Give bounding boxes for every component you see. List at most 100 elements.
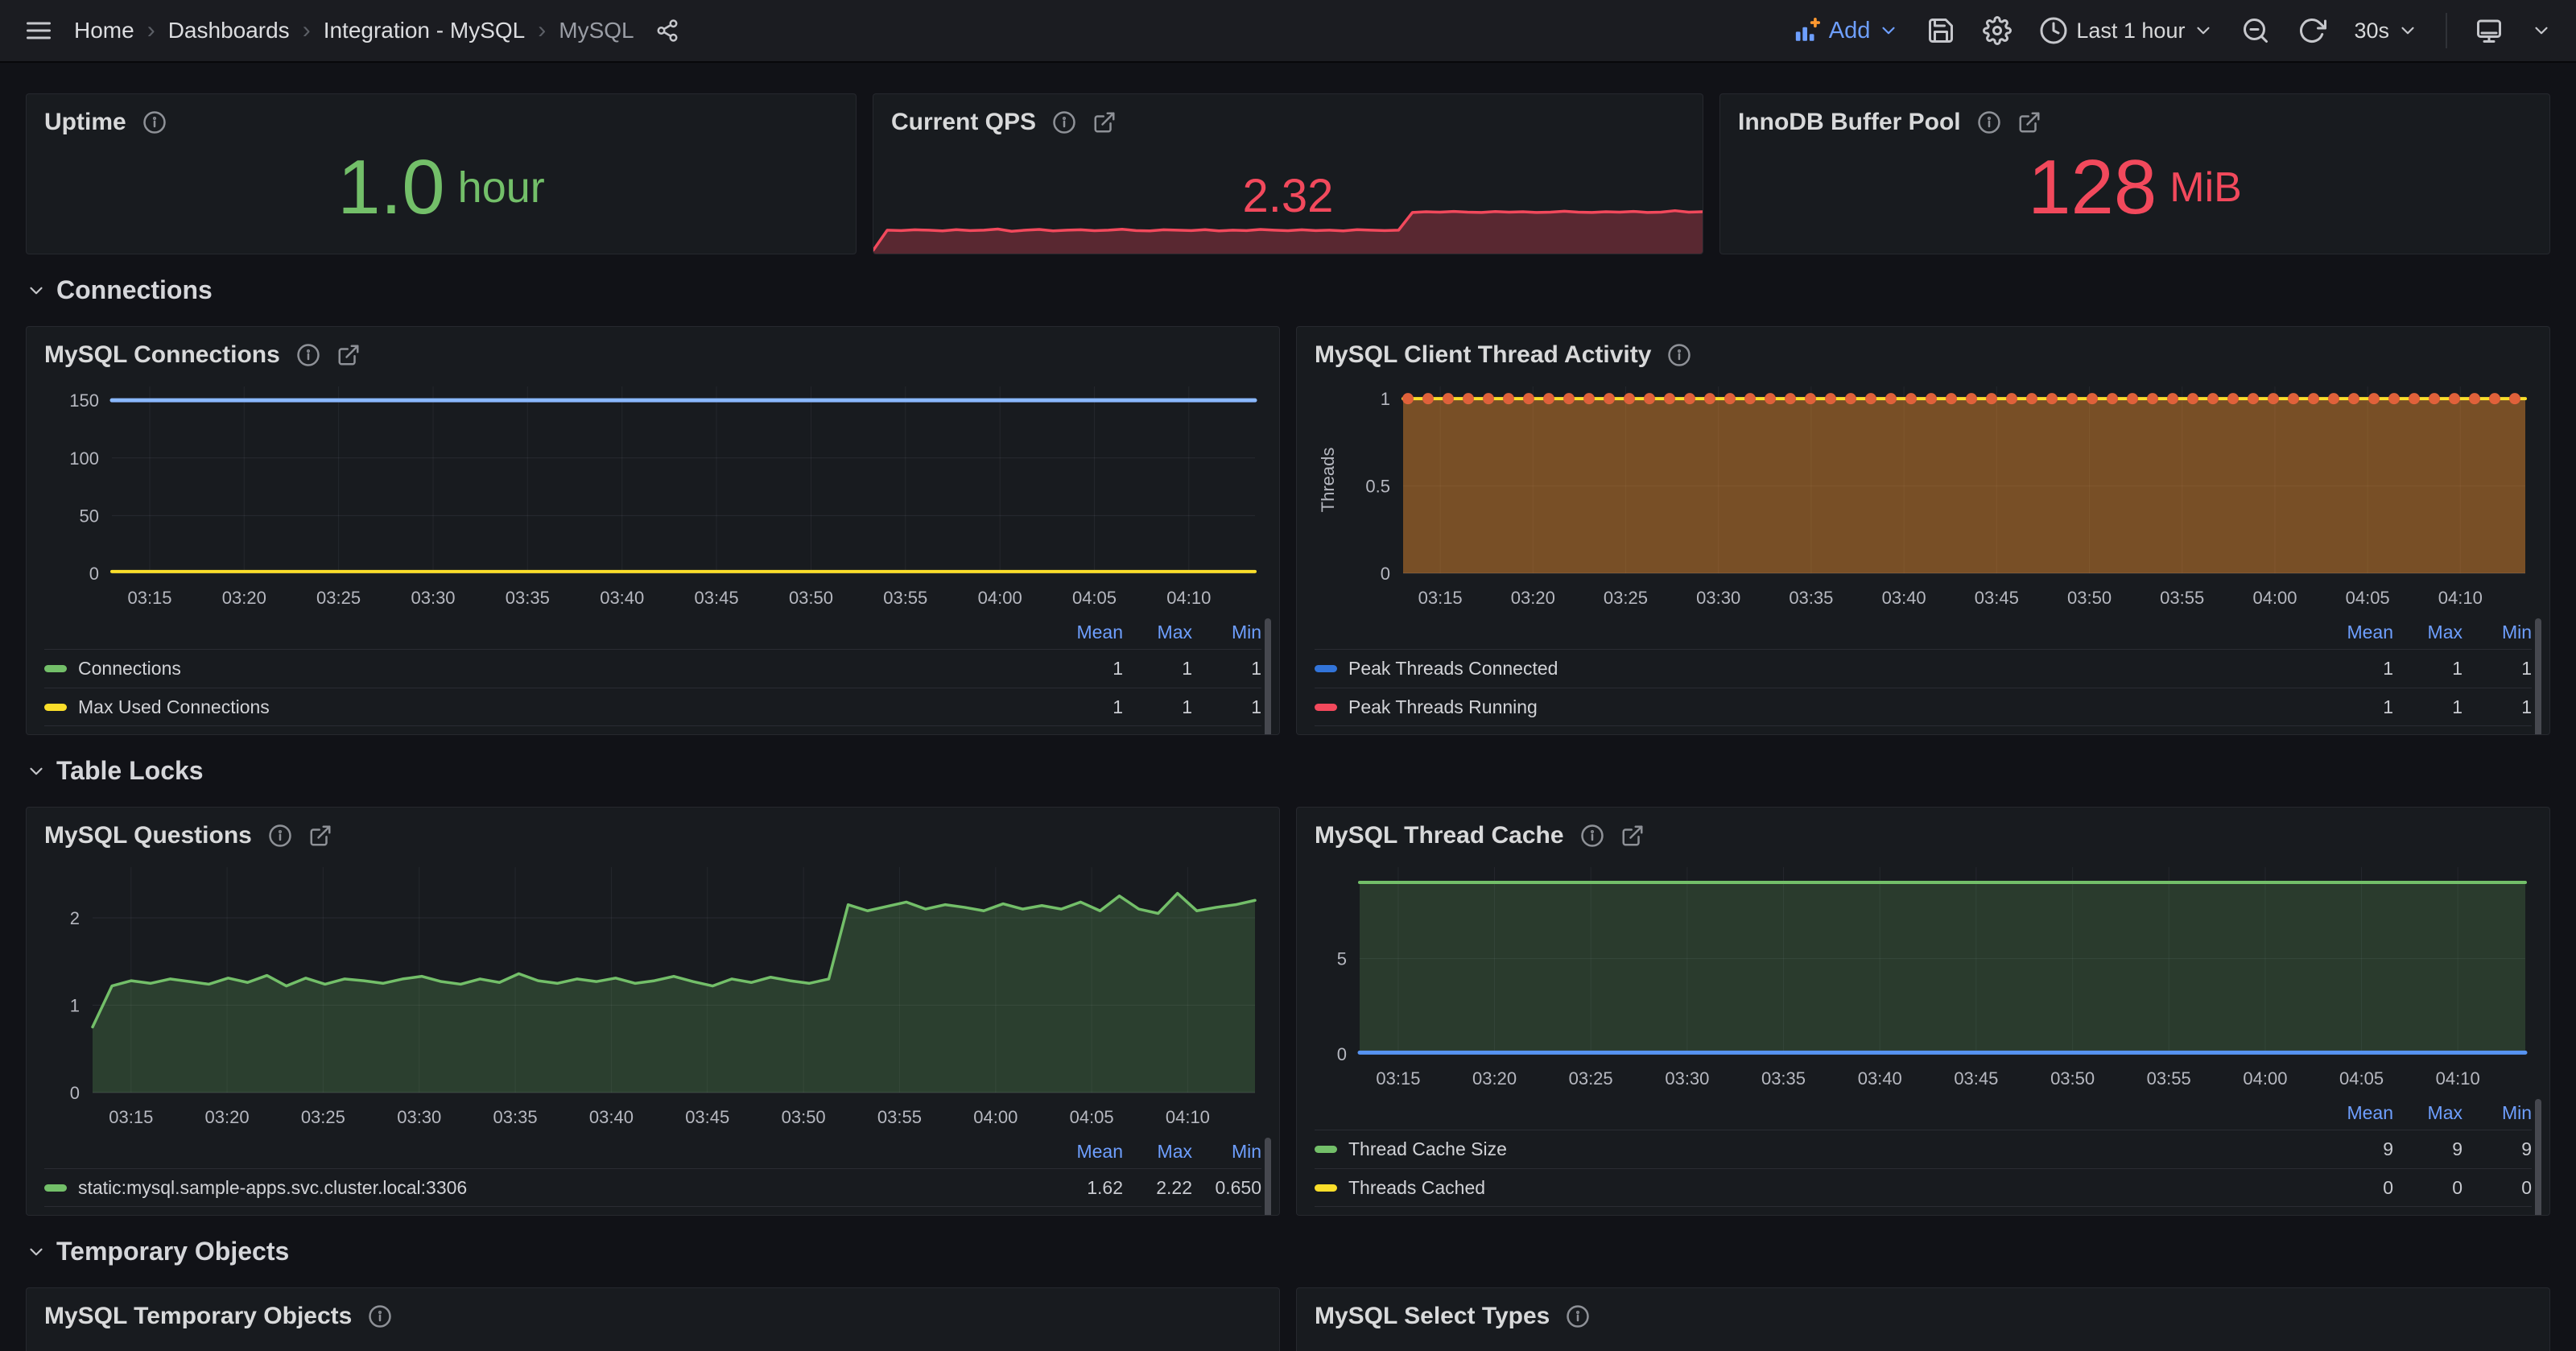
zoom-out-time-button[interactable]	[2241, 16, 2270, 45]
legend-row-connections[interactable]: Connections 1 1 1	[44, 649, 1261, 688]
section-table-locks[interactable]: Table Locks	[26, 756, 2550, 786]
external-link-icon[interactable]	[1620, 824, 1645, 848]
panel-mysql-temporary-objects: MySQL Temporary Objects	[26, 1287, 1280, 1351]
topbar-collapse-button[interactable]	[2531, 20, 2552, 41]
panel-mysql-thread-cache: MySQL Thread Cache 0 5 03:15 03:20 03:25 03:3…	[1296, 807, 2550, 1216]
save-dashboard-button[interactable]	[1926, 16, 1955, 45]
legend-sort-max[interactable]: Max	[2427, 621, 2462, 642]
info-icon[interactable]	[368, 1304, 392, 1328]
panel-title[interactable]: MySQL Temporary Objects	[44, 1303, 353, 1329]
info-icon[interactable]	[1566, 1304, 1590, 1328]
chevron-down-icon	[26, 1242, 47, 1262]
legend-row-peak-threads-running[interactable]: Peak Threads Running 1 1 1	[1315, 688, 2532, 726]
breadcrumb-integration-mysql[interactable]: Integration - MySQL	[323, 18, 526, 43]
svg-text:03:30: 03:30	[411, 588, 455, 608]
legend-sort-min[interactable]: Min	[1231, 1140, 1261, 1162]
panel-title[interactable]: MySQL Thread Cache	[1315, 822, 1564, 849]
info-icon[interactable]	[268, 824, 292, 848]
svg-text:03:25: 03:25	[1569, 1068, 1613, 1089]
refresh-interval-picker[interactable]: 30s	[2354, 19, 2418, 43]
svg-text:04:05: 04:05	[2346, 588, 2390, 608]
panel-title[interactable]: InnoDB Buffer Pool	[1738, 109, 1961, 135]
svg-text:03:15: 03:15	[127, 588, 171, 608]
panel-title[interactable]: MySQL Select Types	[1315, 1303, 1550, 1329]
legend-row-mysql-instance[interactable]: static:mysql.sample-apps.svc.cluster.loc…	[44, 1168, 1261, 1207]
legend: Mean Max Min Peak Threads Connected 1 1 …	[1315, 615, 2541, 734]
legend-sort-mean[interactable]: Mean	[2347, 621, 2393, 642]
svg-text:2: 2	[70, 908, 80, 928]
section-temporary-objects[interactable]: Temporary Objects	[26, 1237, 2550, 1266]
chevron-down-icon	[2193, 20, 2214, 41]
share-dashboard-button[interactable]	[655, 19, 679, 43]
add-panel-button[interactable]: Add	[1794, 17, 1900, 44]
legend: Mean Max Min static:mysql.sample-apps.sv…	[44, 1134, 1271, 1215]
qps-sparkline[interactable]	[873, 159, 1703, 254]
svg-text:03:45: 03:45	[695, 588, 739, 608]
svg-text:04:00: 04:00	[973, 1107, 1018, 1127]
panel-title[interactable]: MySQL Questions	[44, 822, 252, 849]
legend-row-thread-cache-size[interactable]: Thread Cache Size 9 9 9	[1315, 1130, 2532, 1168]
chevron-down-icon	[2397, 20, 2418, 41]
thread-cache-chart[interactable]: 0 5 03:15 03:20 03:25 03:30 03:35 03:40 03:45 03:…	[1313, 857, 2533, 1094]
legend-sort-mean[interactable]: Mean	[1076, 621, 1123, 642]
svg-text:0.5: 0.5	[1365, 477, 1390, 497]
info-icon[interactable]	[1580, 824, 1604, 848]
legend-sort-max[interactable]: Max	[1157, 621, 1192, 642]
svg-text:03:20: 03:20	[1472, 1068, 1517, 1089]
time-range-picker[interactable]: Last 1 hour	[2039, 16, 2214, 45]
info-icon[interactable]	[1667, 343, 1691, 367]
refresh-dashboard-button[interactable]	[2297, 16, 2326, 45]
dashboard-settings-button[interactable]	[1983, 16, 2012, 45]
external-link-icon[interactable]	[336, 343, 361, 367]
legend-sort-max[interactable]: Max	[2427, 1101, 2462, 1123]
legend-sort-mean[interactable]: Mean	[1076, 1140, 1123, 1162]
svg-text:0: 0	[70, 1083, 80, 1103]
top-navigation-bar: Home › Dashboards › Integration - MySQL …	[0, 0, 2576, 63]
legend-sort-mean[interactable]: Mean	[2347, 1101, 2393, 1123]
chevron-down-icon	[1878, 20, 1899, 41]
section-connections[interactable]: Connections	[26, 275, 2550, 305]
svg-text:Threads: Threads	[1318, 448, 1338, 513]
legend-sort-min[interactable]: Min	[1231, 621, 1261, 642]
mysql-connections-chart[interactable]: 0 50 100 150 03:15 03:20 03:25 03:30 03:35 03:40 0…	[43, 377, 1263, 614]
svg-text:03:25: 03:25	[1604, 588, 1648, 608]
panel-mysql-questions: MySQL Questions 0 1 2 03:15 03:20 03:25 03:30 0…	[26, 807, 1280, 1216]
legend-row-threads-cached[interactable]: Threads Cached 0 0 0	[1315, 1168, 2532, 1207]
legend-sort-min[interactable]: Min	[2501, 1101, 2532, 1123]
tv-mode-button[interactable]	[2475, 16, 2504, 45]
external-link-icon[interactable]	[308, 824, 332, 848]
svg-text:03:45: 03:45	[1954, 1068, 1998, 1089]
svg-text:03:30: 03:30	[1665, 1068, 1709, 1089]
svg-text:03:15: 03:15	[1418, 588, 1463, 608]
legend-row-peak-threads-connected[interactable]: Peak Threads Connected 1 1 1	[1315, 649, 2532, 688]
panel-title[interactable]: Uptime	[44, 109, 126, 135]
svg-text:04:10: 04:10	[2438, 588, 2483, 608]
svg-text:03:40: 03:40	[1882, 588, 1926, 608]
thread-activity-chart[interactable]: 0 0.5 1 03:15 03:20 03:25 03:30 03:35 03:40 03:45…	[1313, 377, 2533, 614]
svg-text:03:50: 03:50	[2067, 588, 2112, 608]
panel-title[interactable]: MySQL Client Thread Activity	[1315, 341, 1652, 368]
svg-text:03:35: 03:35	[506, 588, 550, 608]
svg-text:03:15: 03:15	[109, 1107, 153, 1127]
breadcrumb-home[interactable]: Home	[74, 18, 134, 43]
series-color-swatch	[44, 665, 67, 672]
svg-text:04:10: 04:10	[1166, 588, 1211, 608]
mysql-questions-chart[interactable]: 0 1 2 03:15 03:20 03:25 03:30 03:35 03:40 03:45 03…	[43, 857, 1263, 1133]
svg-text:03:50: 03:50	[2050, 1068, 2095, 1089]
panel-title[interactable]: Current QPS	[891, 109, 1037, 135]
breadcrumb-dashboards[interactable]: Dashboards	[167, 18, 290, 43]
breadcrumb-current-page[interactable]: MySQL	[559, 18, 634, 43]
panel-title[interactable]: MySQL Connections	[44, 341, 280, 368]
svg-text:03:35: 03:35	[1789, 588, 1833, 608]
svg-text:0: 0	[1337, 1044, 1347, 1064]
series-color-swatch	[1315, 1146, 1337, 1153]
graph-bar-add-icon	[1795, 17, 1820, 41]
legend-sort-max[interactable]: Max	[1157, 1140, 1192, 1162]
legend-sort-min[interactable]: Min	[2501, 621, 2532, 642]
menu-toggle-button[interactable]	[24, 16, 53, 45]
series-color-swatch	[44, 703, 67, 711]
legend-row-max-used-connections[interactable]: Max Used Connections 1 1 1	[44, 688, 1261, 726]
info-icon[interactable]	[296, 343, 320, 367]
svg-text:0: 0	[89, 564, 99, 584]
panel-mysql-connections: MySQL Connections 0 50 100 150 03:15 03:20 03:…	[26, 326, 1280, 735]
